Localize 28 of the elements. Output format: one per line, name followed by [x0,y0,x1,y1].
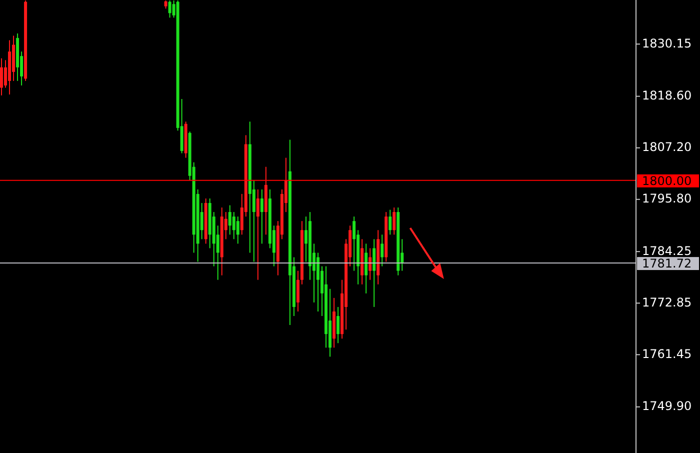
candlestick [236,216,240,244]
ref-line-label: 1781.72 [642,256,692,271]
candlestick [316,252,320,312]
y-tick-label: 1772.85 [642,295,692,310]
y-tick-label: 1749.90 [642,399,692,414]
candlestick [336,306,340,344]
y-tick-label: 1830.15 [642,36,692,50]
candlestick [296,270,300,312]
y-tick-label: 1818.60 [642,88,692,102]
candlestick [352,216,356,272]
ref-line-label: 1800.00 [642,174,692,188]
candlestick [372,238,376,308]
candlestick [228,204,232,236]
candlestick [304,216,308,262]
candlestick [0,58,4,96]
y-tick-label: 1807.20 [642,140,692,154]
candlestick [232,212,236,240]
y-tick-label: 1761.45 [642,346,692,361]
candlestick [256,188,260,280]
candlestick [260,188,264,244]
candlestick [392,207,396,236]
candlestick [388,209,392,236]
candlestick [368,248,372,280]
candlestick [364,243,368,294]
y-tick-label: 1795.80 [642,192,692,206]
y-tick-label: 1784.25 [642,244,692,258]
candlestick [380,234,384,267]
candlestick [168,0,172,18]
